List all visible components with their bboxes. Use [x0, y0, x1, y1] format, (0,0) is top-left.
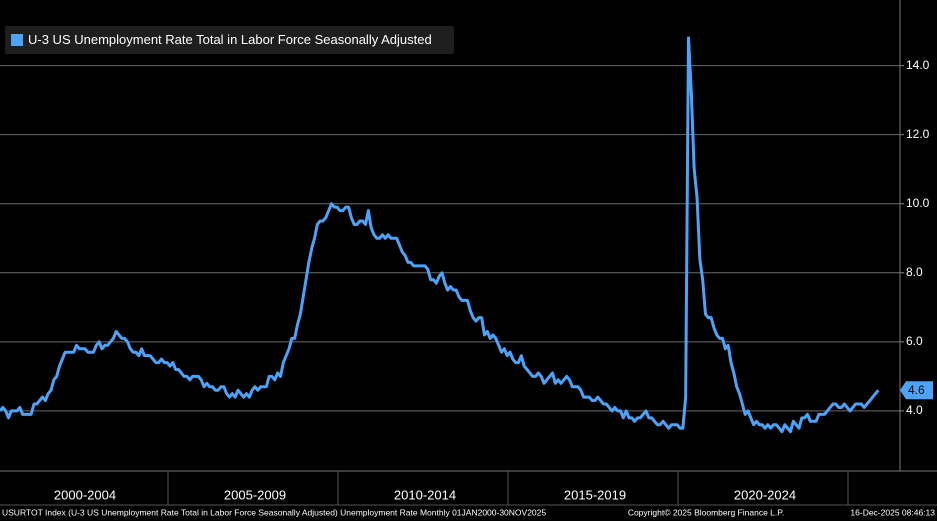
y-tick-label: 6.0 [906, 334, 923, 348]
y-tick-label: 12.0 [906, 127, 930, 141]
legend: U-3 US Unemployment Rate Total in Labor … [5, 26, 454, 54]
last-value-label: 4.6 [908, 383, 925, 397]
legend-label: U-3 US Unemployment Rate Total in Labor … [28, 32, 432, 47]
footer-timestamp: 16-Dec-2025 08:46:13 [850, 507, 935, 517]
y-tick-label: 10.0 [906, 196, 930, 210]
x-category-label: 2005-2009 [224, 487, 286, 502]
legend-swatch [11, 34, 23, 46]
legend-box [5, 26, 454, 54]
y-tick-label: 14.0 [906, 58, 930, 72]
plot [0, 36, 880, 434]
series-line [0, 36, 880, 434]
x-category-label: 2015-2019 [564, 487, 626, 502]
y-tick-label: 4.0 [906, 403, 923, 417]
footer-copyright: Copyright© 2025 Bloomberg Finance L.P. [628, 507, 784, 517]
x-category-label: 2010-2014 [394, 487, 456, 502]
x-category-label: 2000-2004 [54, 487, 116, 502]
grid [0, 65, 900, 412]
x-category-label: 2020-2024 [734, 487, 796, 502]
last-value-box [900, 381, 933, 400]
last-value-tag: 4.6 [900, 381, 933, 400]
y-tick-label: 8.0 [906, 265, 923, 279]
footer-source: USURTOT Index (U-3 US Unemployment Rate … [2, 507, 546, 517]
